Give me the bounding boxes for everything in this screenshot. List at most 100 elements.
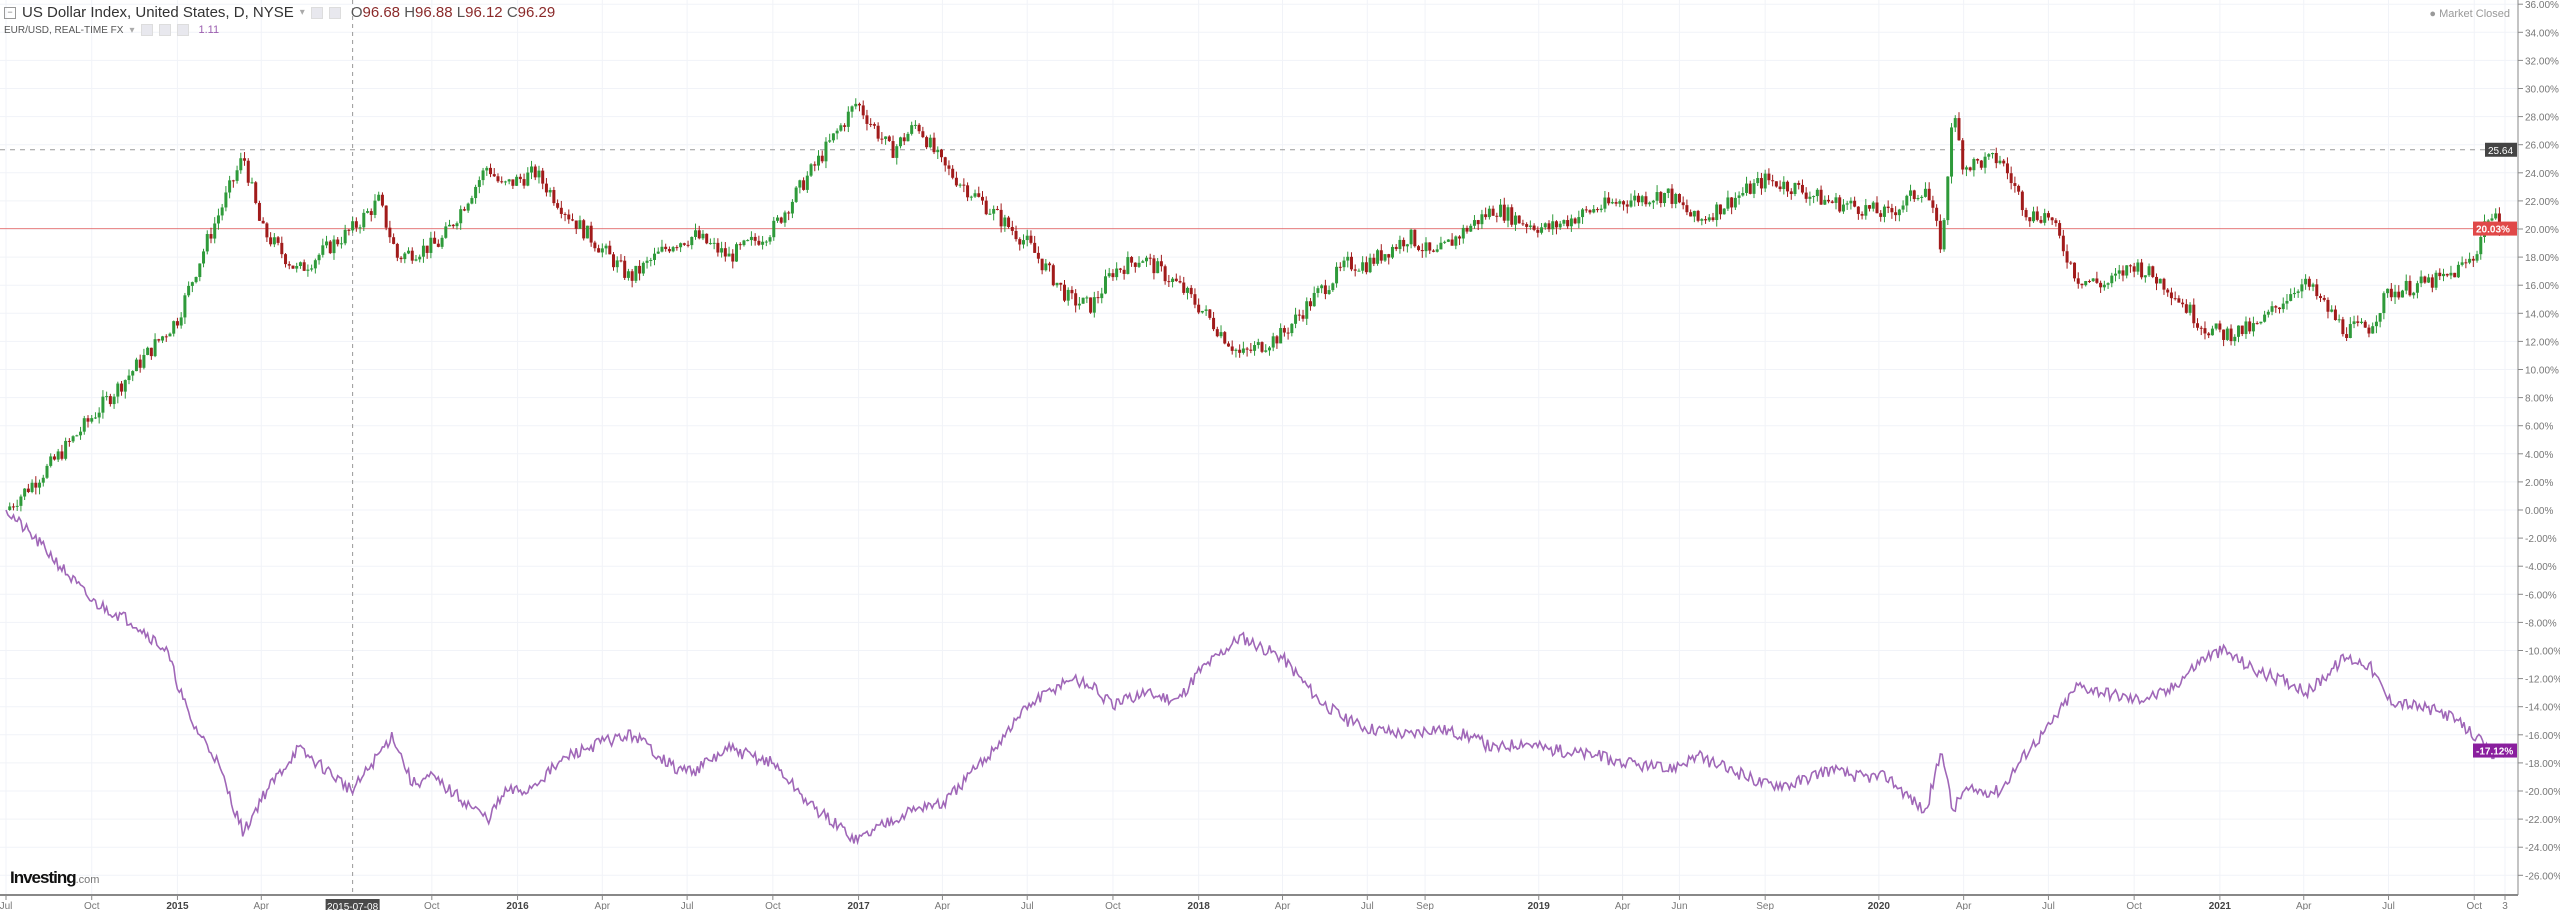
candle-body	[2456, 264, 2460, 278]
candle-body	[2333, 309, 2337, 321]
candle-body	[2285, 300, 2289, 304]
y-tick-label: -22.00%	[2525, 815, 2560, 826]
settings-icon[interactable]	[310, 6, 323, 19]
candle-body	[1118, 268, 1122, 270]
candle-body	[2322, 297, 2326, 300]
candle-body	[1372, 257, 1376, 264]
candle-body	[183, 295, 187, 318]
candle-body	[161, 336, 165, 341]
candle-body	[936, 149, 940, 153]
candle-body	[93, 417, 97, 419]
candle-body	[984, 200, 988, 215]
eurusd-path	[5, 509, 2506, 846]
candle-body	[1390, 246, 1394, 258]
candle-body	[1938, 220, 1942, 250]
candle-body	[541, 170, 545, 184]
candle-body	[854, 103, 858, 107]
candle-body	[2162, 278, 2166, 290]
dropdown-icon[interactable]: ▾	[129, 24, 135, 36]
candle-body	[2043, 213, 2047, 223]
candle-body	[2311, 284, 2315, 287]
investing-logo: Investing.com	[10, 868, 100, 887]
candle-body	[1294, 314, 1298, 324]
candle-body	[1651, 200, 1655, 203]
candle-body	[1435, 249, 1439, 252]
candle-body	[910, 125, 914, 134]
candle-body	[898, 137, 902, 147]
candle-body	[954, 177, 958, 186]
candle-body	[321, 245, 325, 255]
candle-body	[1968, 167, 1972, 171]
candle-body	[600, 248, 604, 253]
candle-body	[798, 180, 802, 188]
candle-body	[1234, 349, 1238, 351]
dropdown-icon[interactable]: ▾	[299, 7, 305, 18]
candle-body	[1819, 189, 1823, 205]
candle-body	[705, 233, 709, 244]
candle-body	[2132, 266, 2136, 272]
candle-body	[1856, 206, 1860, 214]
candle-body	[2352, 321, 2356, 325]
candle-body	[2147, 266, 2151, 276]
candle-body	[2367, 327, 2371, 334]
candle-body	[448, 224, 452, 227]
candle-body	[2002, 160, 2006, 164]
candle-body	[79, 431, 83, 436]
candle-body	[835, 130, 839, 134]
candle-body	[686, 244, 690, 246]
candle-body	[1640, 196, 1644, 203]
candle-body	[1200, 310, 1204, 313]
candle-body	[1051, 265, 1055, 286]
candle-body	[175, 321, 179, 326]
candle-body	[1879, 213, 1883, 217]
candle-body	[2423, 276, 2427, 283]
candle-body	[101, 396, 105, 413]
candle-body	[198, 263, 202, 278]
candle-body	[1841, 204, 1845, 212]
candle-body	[1353, 269, 1357, 271]
remove-icon[interactable]	[176, 24, 189, 36]
main-series-title[interactable]: US Dollar Index, United States, D, NYSE	[22, 4, 294, 21]
candle-body	[902, 137, 906, 142]
candle-body	[2237, 325, 2241, 337]
candle-body	[328, 241, 332, 254]
candle-body	[1021, 240, 1025, 245]
candle-body	[969, 196, 973, 198]
candle-body	[1983, 156, 1987, 168]
candle-body	[116, 383, 120, 397]
candle-body	[1730, 197, 1734, 208]
candle-body	[2177, 298, 2181, 303]
candle-body	[216, 215, 220, 224]
hide-icon[interactable]	[328, 6, 341, 19]
candle-body	[354, 221, 358, 228]
candle-body	[1301, 315, 1305, 319]
candle-body	[757, 240, 761, 245]
ohlc-values: O96.68 H96.88 L96.12 C96.29	[350, 4, 556, 21]
candle-body	[1126, 257, 1130, 274]
candle-body	[1331, 283, 1335, 291]
collapse-icon[interactable]: −	[4, 6, 16, 19]
x-tick-label: Jul	[1021, 901, 1034, 910]
candle-body	[828, 140, 832, 142]
candle-body	[2102, 284, 2106, 288]
candle-body	[533, 166, 537, 178]
candle-body	[1398, 239, 1402, 250]
hide-icon[interactable]	[158, 24, 171, 36]
candle-body	[2382, 293, 2386, 314]
candle-body	[2319, 296, 2323, 298]
candle-body	[1540, 227, 1544, 233]
candle-body	[2479, 236, 2483, 255]
settings-icon[interactable]	[140, 24, 153, 36]
candle-body	[1513, 215, 1517, 225]
candle-body	[2169, 292, 2173, 299]
candle-body	[1387, 254, 1391, 258]
candle-body	[149, 347, 153, 357]
candle-body	[697, 230, 701, 239]
candle-body	[1081, 297, 1085, 304]
candle-body	[60, 451, 64, 459]
candle-body	[1048, 263, 1052, 266]
compare-series-title[interactable]: EUR/USD, REAL-TIME FX	[4, 24, 124, 36]
candle-body	[2401, 290, 2405, 298]
candle-body	[563, 213, 567, 215]
